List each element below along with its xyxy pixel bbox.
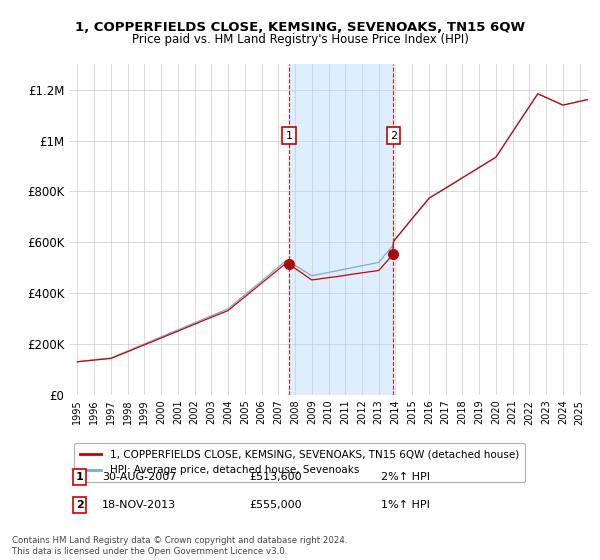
Text: 1%↑ HPI: 1%↑ HPI: [381, 500, 430, 510]
Text: 2%↑ HPI: 2%↑ HPI: [381, 472, 430, 482]
Text: 18-NOV-2013: 18-NOV-2013: [102, 500, 176, 510]
Legend: 1, COPPERFIELDS CLOSE, KEMSING, SEVENOAKS, TN15 6QW (detached house), HPI: Avera: 1, COPPERFIELDS CLOSE, KEMSING, SEVENOAK…: [74, 443, 525, 482]
Text: 2: 2: [390, 130, 397, 141]
Text: 1, COPPERFIELDS CLOSE, KEMSING, SEVENOAKS, TN15 6QW: 1, COPPERFIELDS CLOSE, KEMSING, SEVENOAK…: [75, 21, 525, 34]
Text: £555,000: £555,000: [249, 500, 302, 510]
Text: Price paid vs. HM Land Registry's House Price Index (HPI): Price paid vs. HM Land Registry's House …: [131, 33, 469, 46]
Text: £513,600: £513,600: [249, 472, 302, 482]
Text: 1: 1: [286, 130, 293, 141]
Text: Contains HM Land Registry data © Crown copyright and database right 2024.
This d: Contains HM Land Registry data © Crown c…: [12, 536, 347, 556]
Text: 30-AUG-2007: 30-AUG-2007: [102, 472, 176, 482]
Text: 1: 1: [76, 472, 83, 482]
Bar: [289, 64, 394, 395]
Text: 2: 2: [76, 500, 83, 510]
